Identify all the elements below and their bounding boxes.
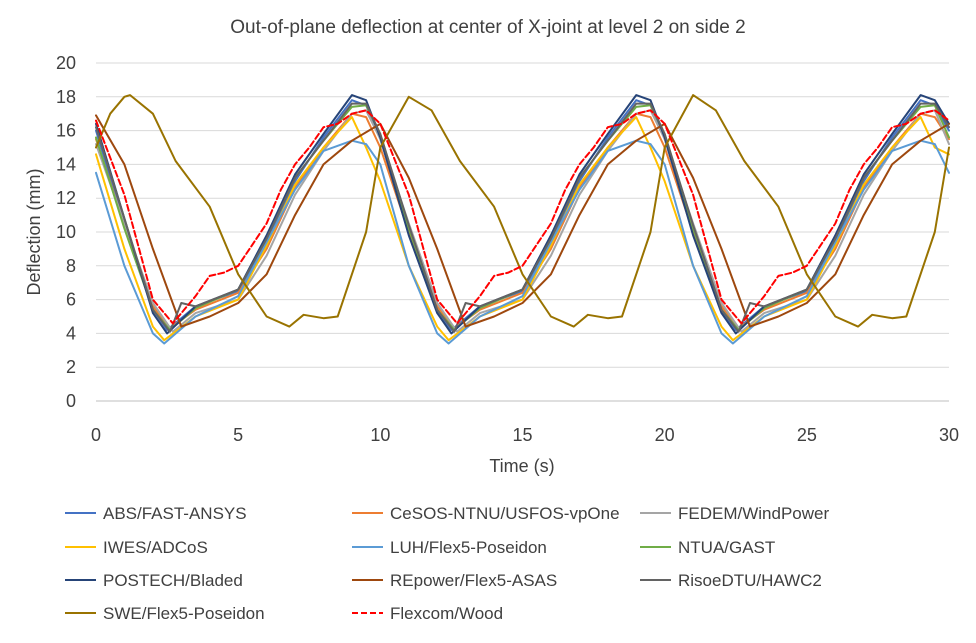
x-axis-title: Time (s) — [489, 456, 554, 476]
legend-label-7: REpower/Flex5-ASAS — [390, 571, 557, 590]
y-tick-label: 16 — [56, 121, 76, 141]
y-tick-label: 2 — [66, 357, 76, 377]
legend-label-0: ABS/FAST-ANSYS — [103, 504, 247, 523]
y-tick-label: 20 — [56, 53, 76, 73]
y-tick-label: 10 — [56, 222, 76, 242]
legend-label-2: FEDEM/WindPower — [678, 504, 829, 523]
legend-label-8: RisoeDTU/HAWC2 — [678, 571, 822, 590]
legend-label-3: IWES/ADCoS — [103, 538, 208, 557]
legend-label-6: POSTECH/Bladed — [103, 571, 243, 590]
series-line-7 — [95, 114, 950, 328]
series-line-10 — [95, 109, 950, 325]
legend-label-10: Flexcom/Wood — [390, 604, 503, 623]
x-tick-label: 30 — [939, 425, 959, 445]
series-line-4 — [95, 139, 950, 345]
x-tick-label: 20 — [655, 425, 675, 445]
x-tick-label: 5 — [233, 425, 243, 445]
x-tick-label: 25 — [797, 425, 817, 445]
y-axis-ticks: 0 2 4 6 8 10 12 14 16 18 20 — [56, 53, 76, 411]
series-line-9 — [95, 94, 950, 328]
y-tick-label: 0 — [66, 391, 76, 411]
legend-label-4: LUH/Flex5-Poseidon — [390, 538, 547, 557]
x-tick-label: 10 — [370, 425, 390, 445]
series-line-3 — [95, 116, 950, 342]
y-axis-title: Deflection (mm) — [24, 168, 44, 295]
legend-label-5: NTUA/GAST — [678, 538, 775, 557]
x-axis-ticks: 0 5 10 15 20 25 30 — [91, 425, 959, 445]
y-tick-label: 18 — [56, 87, 76, 107]
series-line-8 — [95, 102, 950, 333]
legend: ABS/FAST-ANSYS CeSOS-NTNU/USFOS-vpOne FEDE… — [65, 504, 829, 623]
series-line-2 — [95, 109, 950, 333]
y-tick-label: 6 — [66, 290, 76, 310]
y-tick-label: 14 — [56, 154, 76, 174]
x-tick-label: 15 — [512, 425, 532, 445]
y-tick-label: 12 — [56, 188, 76, 208]
series-lines — [95, 94, 950, 345]
x-tick-label: 0 — [91, 425, 101, 445]
gridlines — [96, 62, 949, 368]
legend-label-9: SWE/Flex5-Poseidon — [103, 604, 265, 623]
y-tick-label: 8 — [66, 256, 76, 276]
y-tick-label: 4 — [66, 323, 76, 343]
legend-label-1: CeSOS-NTNU/USFOS-vpOne — [390, 504, 620, 523]
chart-title: Out-of-plane deflection at center of X-j… — [230, 17, 745, 38]
